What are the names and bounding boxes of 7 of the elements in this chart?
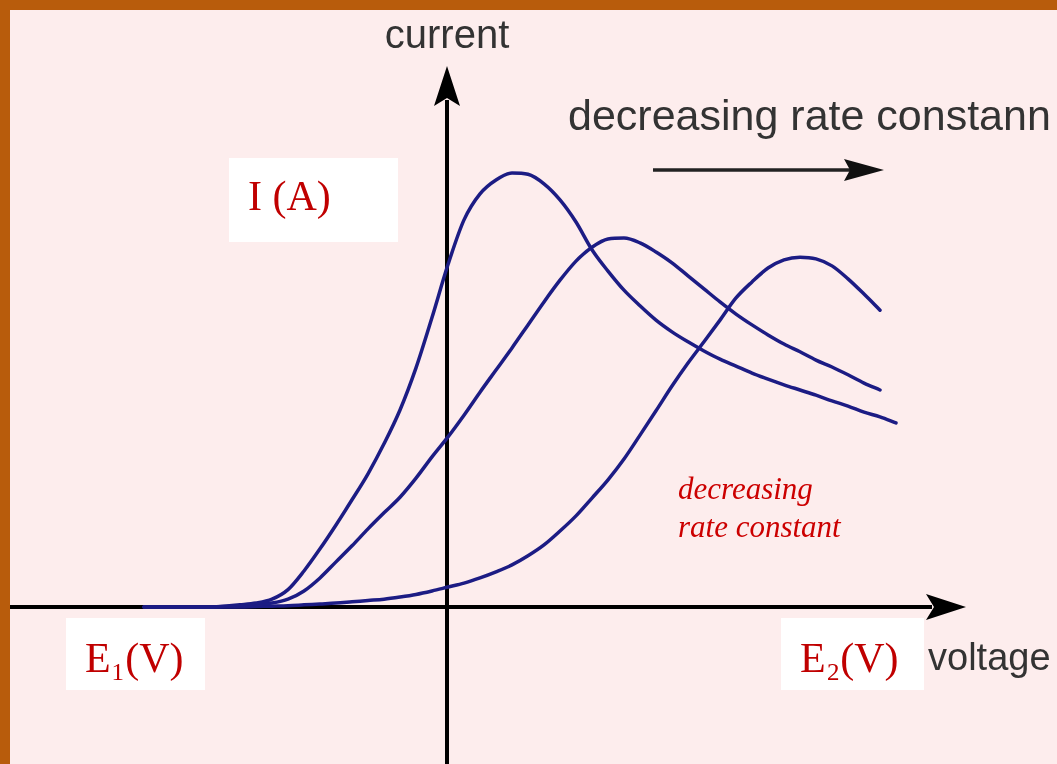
annotation: I (A) — [248, 173, 331, 219]
x-axis-title: voltage — [928, 636, 1051, 678]
annotation: decreasing rate constant — [678, 470, 842, 546]
y-axis-title: current — [384, 12, 510, 56]
text: E₁(V) — [85, 635, 184, 681]
text: E₂(V) — [800, 635, 899, 681]
text: decreasing rate constann — [568, 91, 1051, 139]
